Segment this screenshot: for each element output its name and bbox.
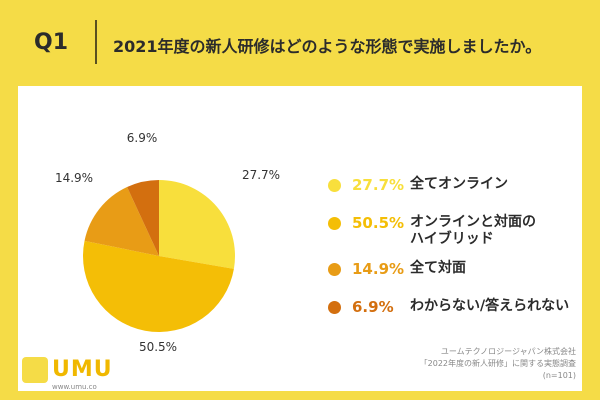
pie-slice-hybrid (83, 240, 234, 332)
pie-data-label: 27.7% (242, 168, 280, 182)
legend-label: 全てオンライン (410, 176, 508, 192)
pie-slice-unknown (127, 180, 159, 256)
logo-text: UMU (52, 357, 113, 382)
pie-slice-all-in-person (84, 187, 159, 256)
question-number: Q1 (34, 30, 69, 55)
source-survey: 「2022年度の新人研修」に関する実態調査 (419, 359, 576, 368)
legend-percent: 14.9% (352, 260, 405, 278)
pie-data-label: 6.9% (127, 131, 158, 145)
legend-label: 全て対面 (410, 260, 466, 276)
source-sample: (n=101) (542, 371, 576, 380)
pie-data-label: 50.5% (139, 340, 177, 354)
legend-dot (328, 263, 341, 276)
legend-label: オンラインと対面の ハイブリッド (410, 214, 536, 247)
source-note: ユームテクノロジージャパン株式会社 「2022年度の新人研修」に関する実態調査 … (420, 346, 576, 382)
question-header: Q1 2021年度の新人研修はどのような形態で実施しましたか。 (0, 0, 600, 82)
source-company: ユームテクノロジージャパン株式会社 (440, 347, 576, 356)
pie-chart: 27.7% 50.5% 14.9% 6.9% (55, 131, 280, 354)
logo-url: www.umu.co (52, 383, 97, 391)
legend-dot (328, 301, 341, 314)
legend-dot (328, 179, 341, 192)
chart-panel: 27.7% 50.5% 14.9% 6.9% 27.7% 全てオンライン 50.5% … (18, 86, 582, 391)
legend-percent: 50.5% (352, 214, 405, 232)
header-divider (95, 20, 97, 64)
question-text: 2021年度の新人研修はどのような形態で実施しましたか。 (113, 37, 542, 56)
legend-percent: 6.9% (352, 298, 394, 316)
pie-data-label: 14.9% (55, 171, 93, 185)
legend-percent: 27.7% (352, 176, 405, 194)
logo-mark-icon (22, 357, 48, 383)
pie-slice-all-online (159, 180, 235, 269)
legend-dot (328, 217, 341, 230)
legend-label: わからない/答えられない (410, 298, 570, 314)
